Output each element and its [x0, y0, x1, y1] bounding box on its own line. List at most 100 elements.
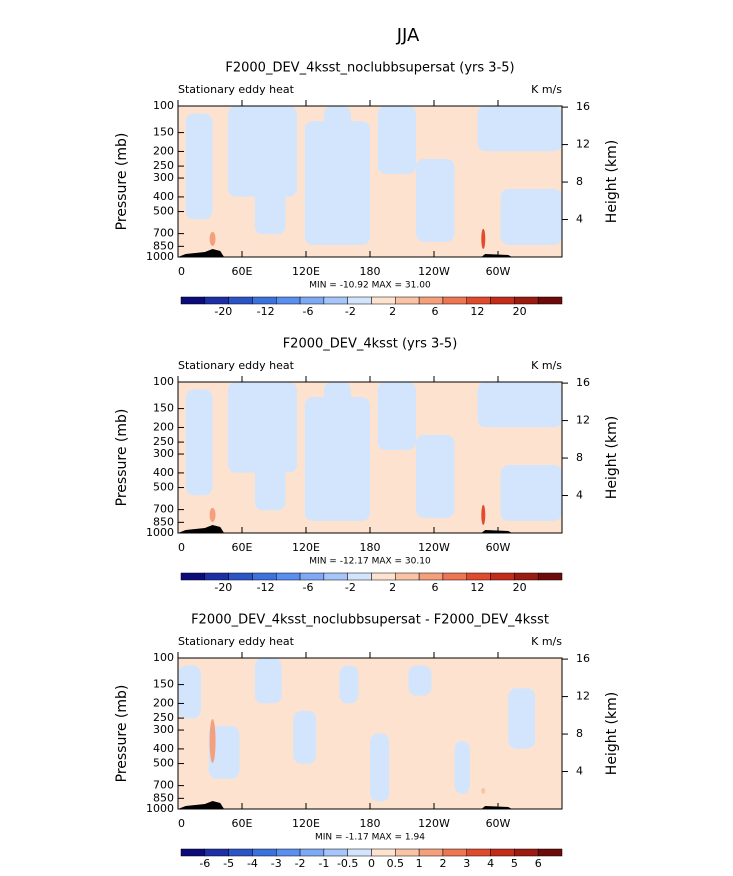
colorbar-label: -6	[303, 305, 314, 318]
colorbar-label: -20	[214, 305, 232, 318]
field-region	[254, 465, 286, 511]
colorbar-box	[204, 296, 229, 305]
field-spot	[481, 504, 486, 525]
x-tick-label: 120W	[418, 265, 450, 278]
colorbar-label: 5	[511, 857, 518, 870]
y-tick-label: 100	[153, 651, 174, 664]
y-tick-label: 1000	[146, 250, 174, 263]
field-region	[377, 106, 417, 174]
y-axis-label: Pressure (mb)	[114, 409, 130, 507]
y-axis-label: Pressure (mb)	[114, 133, 130, 231]
colorbar-box	[466, 296, 491, 305]
field-region	[416, 434, 455, 518]
x-tick-label: 0	[178, 265, 185, 278]
colorbar-box	[466, 848, 491, 857]
x-tick-label: 180	[360, 265, 381, 278]
x-tick-label: 60E	[232, 265, 253, 278]
field-region	[254, 189, 286, 235]
colorbar-box	[276, 572, 301, 581]
y2-tick-label: 12	[576, 414, 590, 427]
y-tick-label: 700	[153, 227, 174, 240]
colorbar-label: 12	[470, 581, 484, 594]
y-tick-label: 200	[153, 144, 174, 157]
colorbar-box	[252, 848, 277, 857]
x-tick-label: 60W	[486, 541, 511, 554]
y-tick-label: 100	[153, 375, 174, 388]
min-max: MIN = -10.92 MAX = 31.00	[309, 281, 431, 291]
y-tick-label: 500	[153, 757, 174, 770]
colorbar-box	[442, 848, 467, 857]
panel-right-label: K m/s	[531, 83, 562, 96]
colorbar-box	[395, 848, 420, 857]
y2-tick-label: 16	[576, 100, 590, 113]
colorbar-label: 6	[432, 581, 439, 594]
y-tick-label: 100	[153, 99, 174, 112]
y-tick-label: 200	[153, 420, 174, 433]
x-tick-label: 120E	[292, 265, 320, 278]
colorbar-box	[514, 848, 539, 857]
colorbar-label: 2	[439, 857, 446, 870]
colorbar-box	[537, 848, 563, 857]
colorbar-label: -4	[247, 857, 258, 870]
colorbar-box	[347, 848, 372, 857]
colorbar-label: 12	[470, 305, 484, 318]
field-spot	[209, 231, 216, 246]
field-region	[500, 189, 562, 245]
topography	[178, 249, 513, 257]
x-tick-label: 120W	[418, 541, 450, 554]
x-tick-label: 60W	[486, 817, 511, 830]
field-region	[477, 382, 562, 428]
field-region	[293, 710, 317, 764]
colorbar-label: -1	[318, 857, 329, 870]
colorbar-box	[490, 296, 515, 305]
panel-title: F2000_DEV_4ksst_noclubbsupersat - F2000_…	[191, 613, 549, 628]
y2-tick-label: 8	[576, 727, 583, 740]
y2-tick-label: 16	[576, 652, 590, 665]
x-tick-label: 180	[360, 817, 381, 830]
field-region	[416, 158, 455, 242]
x-tick-label: 120E	[292, 817, 320, 830]
field-spot	[481, 228, 486, 249]
colorbar-box	[371, 572, 396, 581]
y2-tick-label: 12	[576, 690, 590, 703]
field-region	[185, 389, 213, 496]
field-region	[370, 733, 390, 802]
field	[178, 382, 562, 533]
y-tick-label: 300	[153, 447, 174, 460]
colorbar-box	[180, 848, 206, 857]
field-region	[304, 397, 370, 521]
y2-tick-label: 8	[576, 175, 583, 188]
colorbar-box	[323, 296, 348, 305]
y-tick-label: 250	[153, 711, 174, 724]
field-region	[508, 688, 536, 749]
y-tick-label: 300	[153, 171, 174, 184]
y-tick-label: 400	[153, 190, 174, 203]
y-tick-label: 400	[153, 742, 174, 755]
colorbar-box	[418, 572, 444, 581]
colorbar-box	[299, 296, 325, 305]
y-tick-label: 500	[153, 205, 174, 218]
panel-left-label: Stationary eddy heat	[178, 83, 295, 96]
x-tick-label: 60W	[486, 265, 511, 278]
colorbar-label: 6	[535, 857, 542, 870]
colorbar-label: -5	[223, 857, 234, 870]
colorbar-label: 20	[513, 581, 527, 594]
field-spot	[209, 507, 216, 522]
colorbar-box	[442, 572, 467, 581]
colorbar-box	[228, 848, 253, 857]
colorbar-label: 0.5	[387, 857, 405, 870]
colorbar-label: 20	[513, 305, 527, 318]
field-region	[227, 382, 298, 473]
colorbar-box	[228, 296, 253, 305]
field-region	[323, 106, 351, 129]
panel-left-label: Stationary eddy heat	[178, 635, 295, 648]
y-tick-label: 150	[153, 126, 174, 139]
topography	[178, 801, 513, 809]
colorbar-label: -20	[214, 581, 232, 594]
figure-title: JJA	[396, 25, 420, 46]
field-spot	[481, 787, 486, 794]
y-tick-label: 700	[153, 503, 174, 516]
colorbar-box	[371, 848, 396, 857]
colorbar-label: -2	[345, 581, 356, 594]
colorbar-label: 3	[463, 857, 470, 870]
